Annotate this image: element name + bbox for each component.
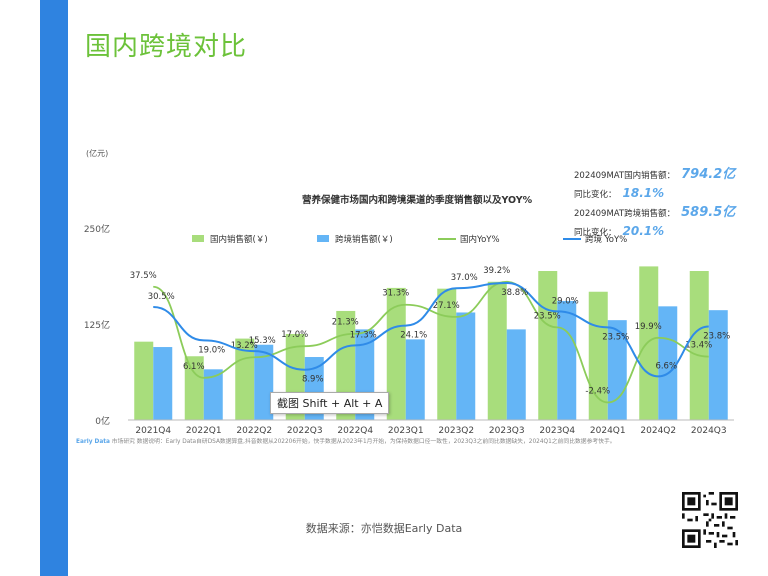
data-label: 29.0% [552, 296, 579, 306]
legend-label: 国内YoY% [460, 234, 500, 245]
bar-crossborder [405, 339, 425, 420]
line-crossborder-yoy [153, 281, 709, 378]
footnote-text: 市场研究 数据说明：Early Data自研DSA数据算盘,抖音数据从20220… [111, 439, 616, 445]
bar-crossborder [658, 306, 678, 420]
data-label: 6.1% [183, 362, 205, 372]
y-tick-label: 0亿 [95, 415, 110, 427]
cross-mat-label: 202409MAT跨境销售额： [574, 209, 676, 219]
legend-label: 国内销售额(￥) [210, 234, 268, 245]
x-tick-label: 2024Q2 [640, 426, 676, 436]
screenshot-tooltip: 截图 Shift + Alt + A [270, 392, 390, 414]
data-label: 13.2% [231, 341, 258, 351]
x-tick-label: 2022Q3 [287, 426, 323, 436]
bar-domestic [235, 338, 255, 420]
data-label: -2.4% [585, 386, 610, 396]
legend-label: 跨境销售额(￥) [335, 234, 393, 245]
bar-crossborder [153, 347, 173, 420]
x-tick-label: 2023Q2 [438, 426, 474, 436]
bar-crossborder [203, 369, 223, 420]
legend-label: 跨境 YoY% [585, 234, 627, 245]
combo-chart: 0亿 125亿 250亿 2021Q4 2022Q1 2022Q2 2022Q3 2022Q4… [84, 223, 734, 436]
left-accent-bar [40, 0, 68, 576]
data-label: 24.1% [400, 331, 427, 341]
x-tick-label: 2023Q4 [539, 426, 575, 436]
bar-crossborder [557, 300, 577, 420]
data-label: 23.8% [703, 331, 730, 341]
page-title: 国内跨境对比 [85, 32, 248, 62]
bar-domestic [689, 271, 709, 420]
data-label: 8.9% [302, 375, 324, 385]
data-label: 19.9% [635, 322, 662, 332]
x-tick-label: 2024Q1 [590, 426, 626, 436]
y-unit-label: (亿元) [86, 149, 109, 158]
domestic-yoy-value: 18.1% [622, 186, 665, 200]
bar-crossborder [708, 310, 728, 420]
data-label: 27.1% [433, 301, 460, 311]
bar-domestic [437, 288, 457, 420]
bar-domestic [487, 281, 507, 420]
data-source: 数据来源：亦恺数据Early Data [305, 522, 463, 535]
domestic-mat-label: 202409MAT国内销售额： [574, 171, 676, 181]
cross-yoy-label: 同比变化： [574, 228, 617, 238]
x-tick-label: 2023Q3 [489, 426, 525, 436]
data-label: 31.3% [382, 289, 409, 299]
line-domestic-yoy [153, 280, 709, 404]
domestic-yoy-label: 同比变化： [574, 190, 617, 200]
data-label: 19.0% [198, 345, 225, 355]
data-label: 17.3% [350, 330, 377, 340]
bar-crossborder [456, 312, 476, 420]
data-label: 39.2% [483, 266, 510, 276]
data-label: 17.0% [281, 330, 308, 340]
bar-domestic [538, 271, 558, 420]
chart-title: 营养保健市场国内和跨境渠道的季度销售额以及YOY% [302, 195, 533, 206]
x-tick-label: 2022Q2 [236, 426, 272, 436]
data-label: 37.5% [130, 271, 157, 281]
data-label: 37.0% [451, 273, 478, 283]
chart-area: (亿元) 0亿 125亿 250亿 2021Q4 2022Q1 2022Q2 2022Q3 2… [72, 140, 768, 450]
data-label: 23.5% [534, 311, 561, 321]
x-tick-label: 2022Q4 [337, 426, 373, 436]
bar-crossborder [506, 329, 526, 420]
legend-swatch [317, 235, 329, 242]
bar-crossborder [607, 320, 627, 420]
mat-summary: 202409MAT国内销售额： 794.2亿 同比变化： 18.1% 202409M… [574, 166, 735, 242]
data-label: 30.5% [148, 292, 175, 302]
domestic-mat-value: 794.2亿 [681, 167, 736, 182]
bar-domestic [184, 356, 204, 420]
bar-crossborder [254, 344, 274, 420]
data-label: 21.3% [332, 318, 359, 328]
x-tick-label: 2022Q1 [186, 426, 222, 436]
legend-swatch [192, 235, 204, 242]
qr-code-icon [682, 492, 738, 548]
bar-domestic [588, 291, 608, 420]
data-label: 23.5% [602, 332, 629, 342]
data-label: 15.3% [249, 336, 276, 346]
bar-domestic [639, 266, 659, 420]
footnote-brand: Early Data [76, 439, 110, 445]
data-label: 13.4% [685, 341, 712, 351]
data-label: 38.8% [501, 288, 528, 298]
bar-domestic [386, 287, 406, 420]
cross-mat-value: 589.5亿 [681, 205, 736, 220]
x-tick-label: 2024Q3 [691, 426, 727, 436]
y-tick-label: 125亿 [84, 319, 110, 331]
x-tick-label: 2023Q1 [388, 426, 424, 436]
bar-domestic [134, 341, 154, 420]
data-label: 6.6% [655, 361, 677, 371]
cross-yoy-value: 20.1% [622, 224, 665, 238]
x-tick-label: 2021Q4 [135, 426, 171, 436]
y-tick-label: 250亿 [84, 223, 110, 235]
chart-footnote: Early Data 市场研究 数据说明：Early Data自研DSA数据算盘… [76, 436, 616, 445]
